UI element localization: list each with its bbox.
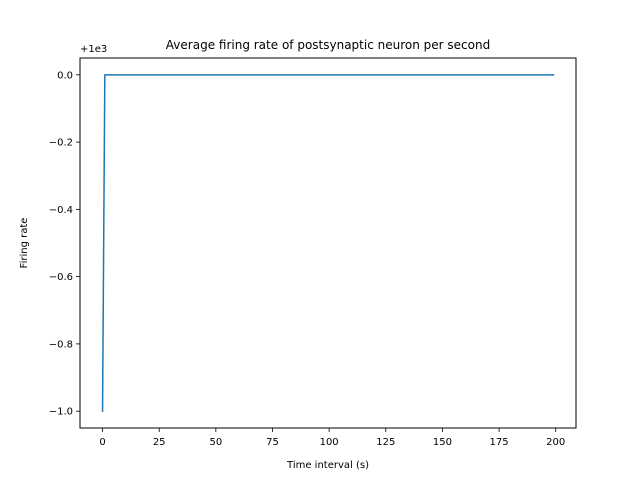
x-axis-label: Time interval (s) [286, 460, 369, 471]
x-tick-label: 125 [376, 437, 395, 448]
y-axis: 0.0 −0.2 −0.4 −0.6 −0.8 −1.0 [49, 70, 80, 418]
plot-frame [79, 57, 577, 429]
x-tick-label: 150 [433, 437, 452, 448]
x-tick-label: 25 [153, 437, 166, 448]
plot-background [80, 58, 576, 428]
y-tick-label: −0.2 [49, 138, 73, 149]
x-tick-label: 200 [546, 437, 565, 448]
x-axis: 0 25 50 75 100 125 150 175 200 [99, 428, 565, 448]
x-tick-label: 75 [266, 437, 279, 448]
y-tick-label: 0.0 [57, 70, 73, 81]
x-tick-label: 50 [209, 437, 222, 448]
chart-title: Average firing rate of postsynaptic neur… [166, 38, 490, 52]
y-tick-label: −1.0 [49, 407, 73, 418]
x-tick-label: 175 [490, 437, 509, 448]
y-tick-label: −0.8 [49, 339, 73, 350]
y-tick-label: −0.6 [49, 272, 73, 283]
y-axis-label: Firing rate [19, 218, 30, 269]
y-tick-label: −0.4 [49, 205, 73, 216]
series-layer [101, 74, 555, 412]
x-tick-label: 0 [99, 437, 105, 448]
y-offset-label: +1e3 [80, 44, 107, 55]
x-tick-label: 100 [320, 437, 339, 448]
series-line-0 [101, 74, 555, 412]
